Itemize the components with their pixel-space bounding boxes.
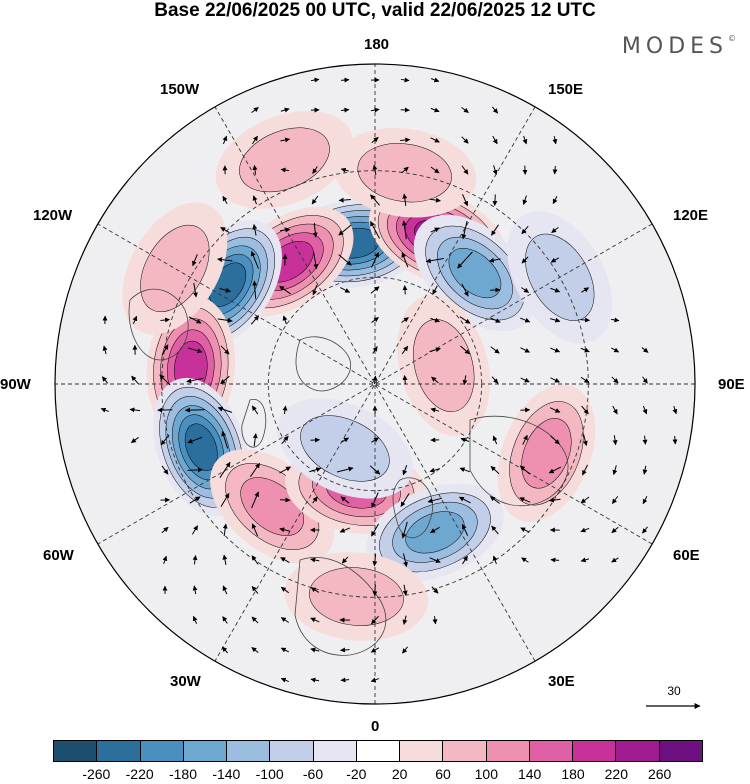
colorbar-swatch (270, 741, 313, 761)
colorbar-swatch (357, 741, 400, 761)
colorbar (53, 740, 703, 762)
colorbar-tick-label: -220 (126, 766, 154, 782)
colorbar-tick-label: -140 (212, 766, 240, 782)
wind-arrow (405, 286, 406, 295)
lon-label-120e: 120E (673, 207, 708, 224)
wind-arrow (401, 110, 410, 111)
reference-vector-label: 30 (667, 684, 681, 698)
colorbar-tick-label: 140 (518, 766, 541, 782)
wind-arrow (311, 440, 320, 441)
lon-label-150w: 150W (160, 81, 199, 98)
lon-label-60e: 60E (673, 547, 700, 564)
colorbar-swatch (184, 741, 227, 761)
colorbar-swatch (660, 741, 702, 761)
lon-label-180: 180 (364, 36, 389, 53)
wind-arrow (495, 195, 496, 206)
lon-label-30e: 30E (548, 673, 575, 690)
colorbar-tick-label: 20 (392, 766, 408, 782)
colorbar-swatch (97, 741, 140, 761)
colorbar-swatch (616, 741, 659, 761)
colorbar-tick-label: 220 (605, 766, 628, 782)
colorbar-swatch (314, 741, 357, 761)
reference-vector: 30 (644, 684, 704, 714)
colorbar-tick-label: -60 (303, 766, 323, 782)
colorbar-ticks: -260 -220 -180 -140 -100 -60 -20 20 60 100 140 180 2… (0, 766, 750, 784)
wind-arrow (185, 410, 204, 411)
colorbar-tick-label: 60 (435, 766, 451, 782)
colorbar-tick-label: 100 (475, 766, 498, 782)
colorbar-tick-label: -260 (82, 766, 110, 782)
colorbar-tick-label: -20 (346, 766, 366, 782)
colorbar-tick-label: 260 (648, 766, 671, 782)
lon-label-150e: 150E (548, 81, 583, 98)
colorbar-swatch (487, 741, 530, 761)
colorbar-swatch (141, 741, 184, 761)
colorbar-tick-label: -180 (169, 766, 197, 782)
lon-label-120w: 120W (33, 207, 72, 224)
colorbar-swatch (443, 741, 486, 761)
wind-arrow (280, 500, 290, 501)
wind-arrow (375, 584, 376, 595)
lon-label-60w: 60W (43, 547, 74, 564)
colorbar-tick-label: -100 (256, 766, 284, 782)
lon-label-90w: 90W (0, 376, 31, 393)
lon-label-30w: 30W (170, 673, 201, 690)
colorbar-swatch (54, 741, 97, 761)
lon-label-90e: 90E (718, 376, 745, 393)
wind-arrow (341, 680, 349, 681)
colorbar-swatch (573, 741, 616, 761)
colorbar-swatch (530, 741, 573, 761)
wind-arrow (675, 436, 676, 444)
colorbar-swatch (400, 741, 443, 761)
colorbar-swatch (227, 741, 270, 761)
colorbar-tick-label: 180 (561, 766, 584, 782)
lon-label-0: 0 (371, 718, 379, 735)
